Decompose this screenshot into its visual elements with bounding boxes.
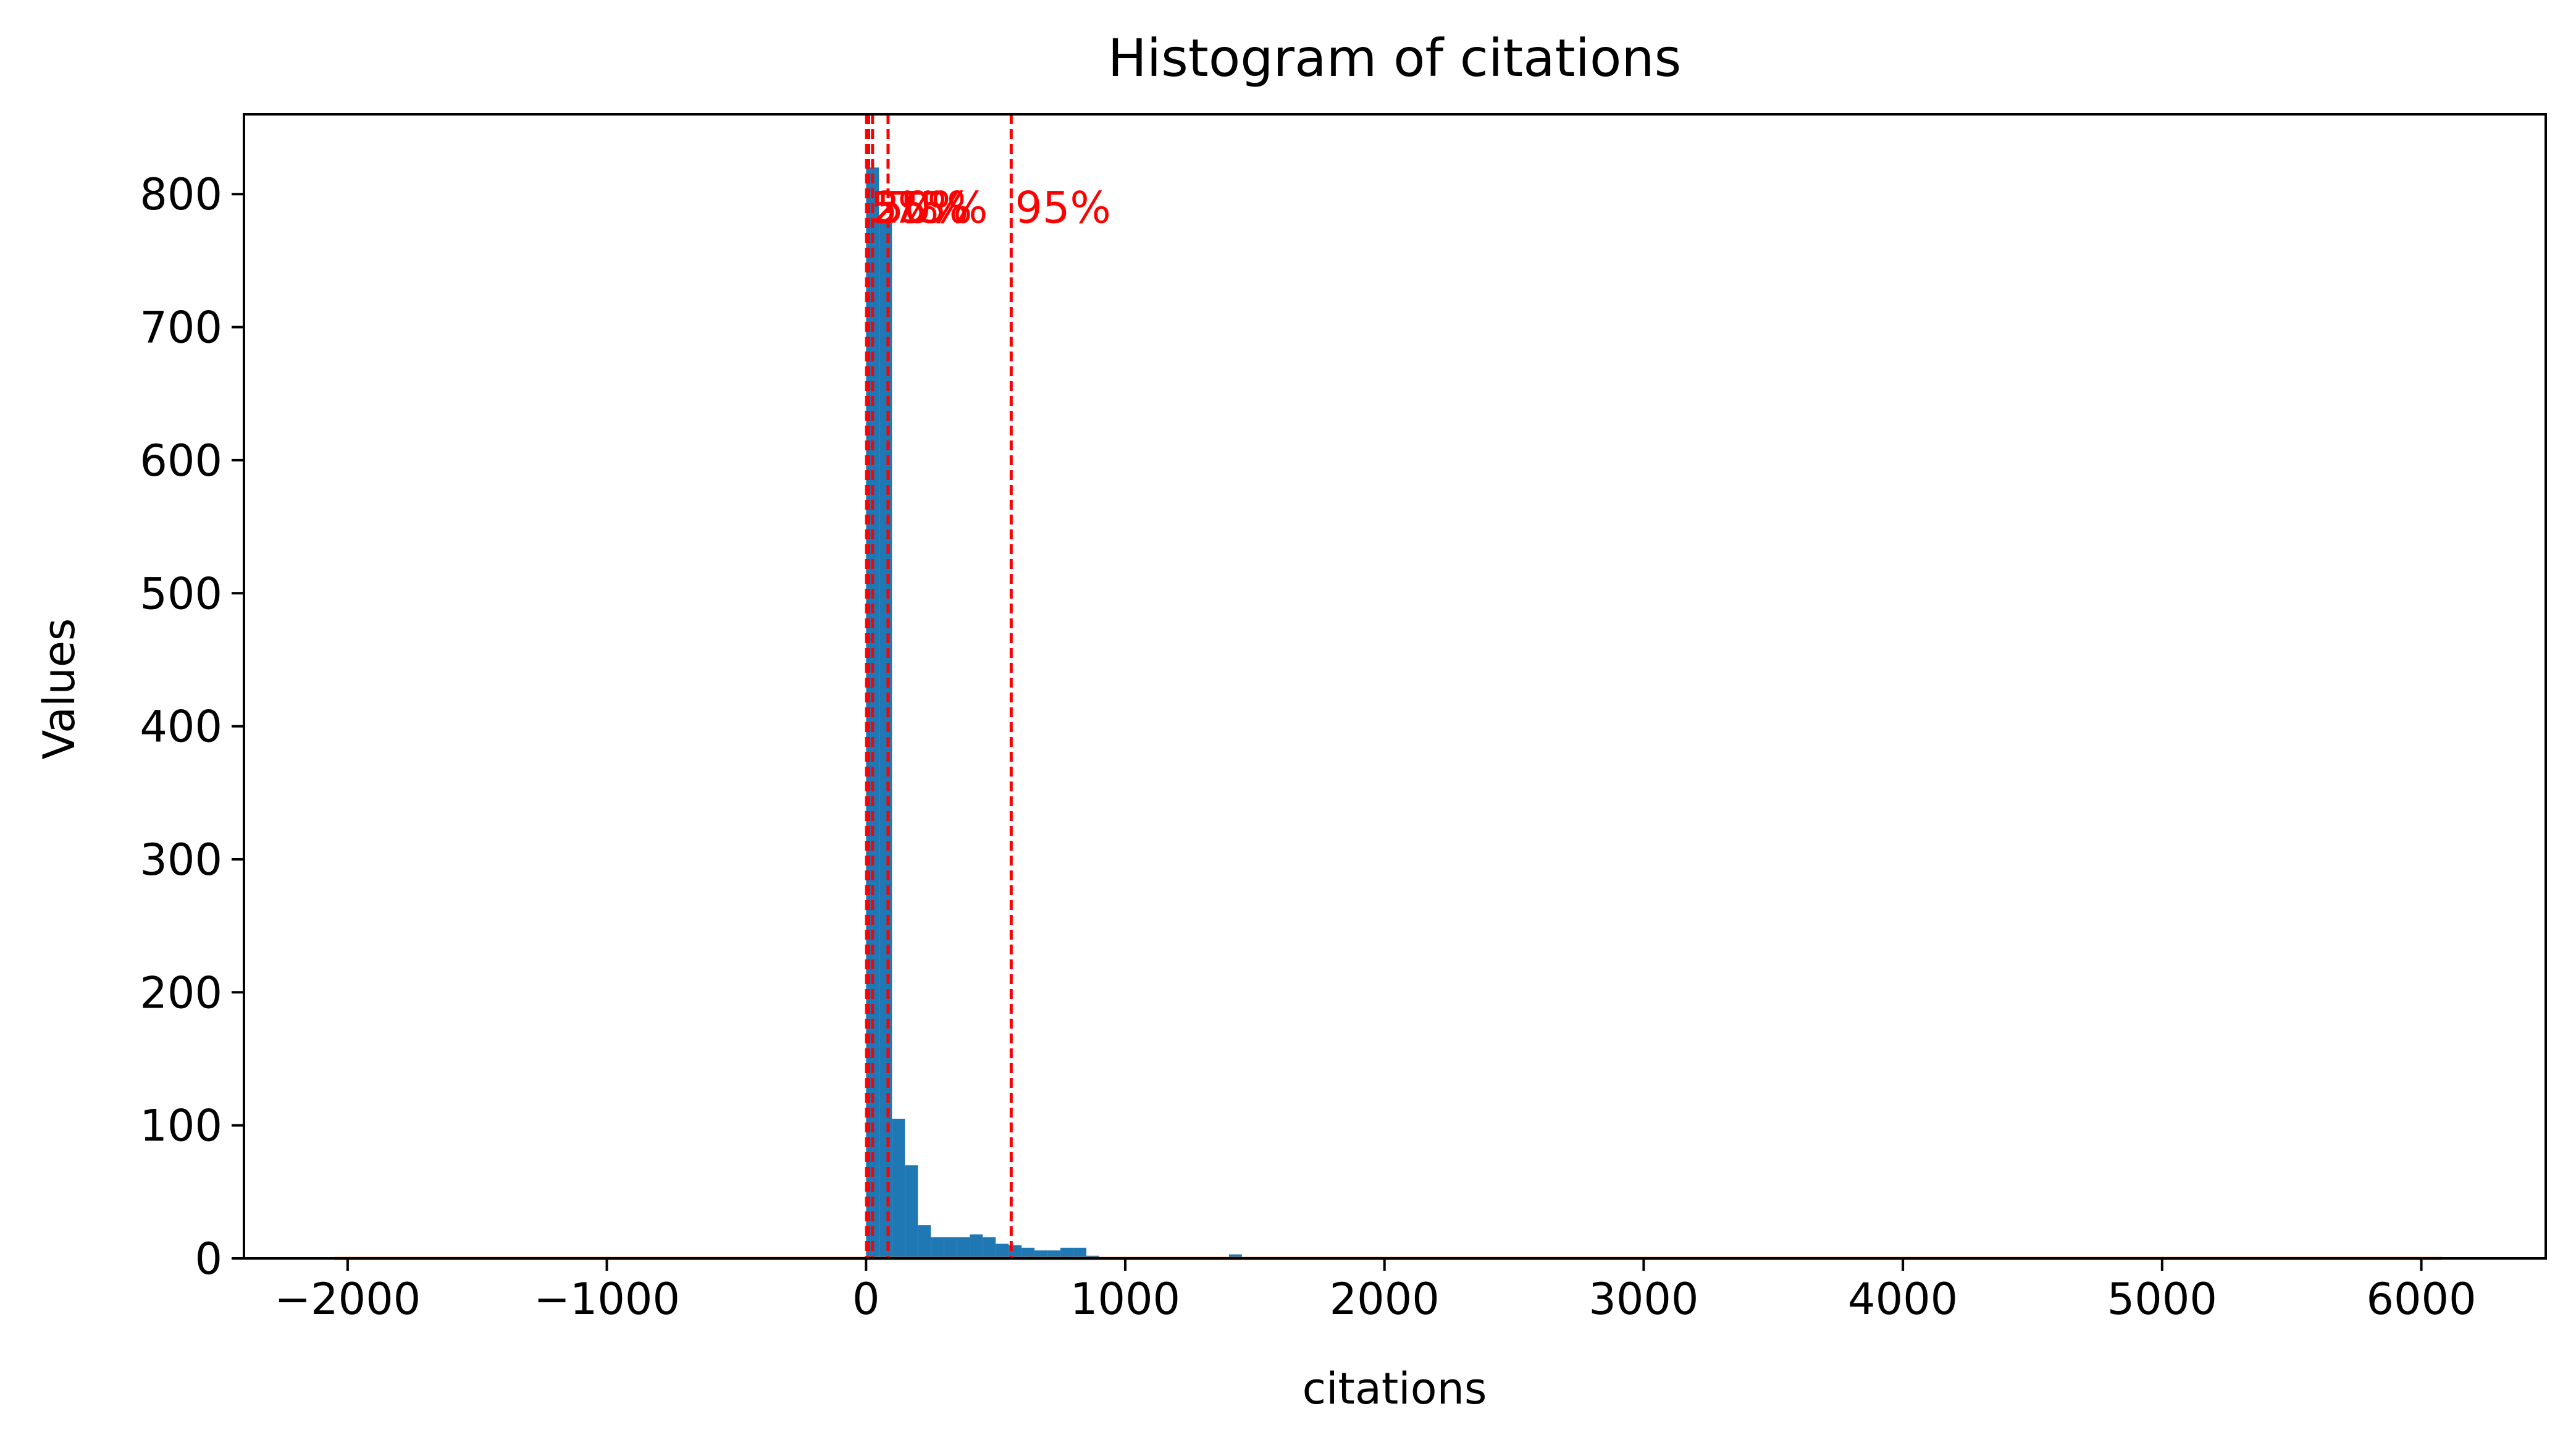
y-tick-label: 400 — [140, 702, 222, 752]
percentile-label: 5% — [870, 183, 939, 234]
x-tick-label: 3000 — [1588, 1274, 1698, 1325]
histogram-bar — [1060, 1247, 1074, 1258]
x-tick-label: 2000 — [1330, 1274, 1440, 1325]
histogram-bar — [1022, 1247, 1035, 1258]
y-tick-label: 200 — [140, 967, 222, 1018]
histogram-bar — [1228, 1254, 1242, 1258]
histogram-bar — [1073, 1247, 1087, 1258]
histogram-bar — [944, 1237, 957, 1258]
histogram-bar — [1034, 1250, 1048, 1258]
histogram-bar — [892, 1118, 905, 1258]
histogram-bar — [957, 1237, 970, 1258]
x-tick-label: 6000 — [2366, 1274, 2476, 1325]
axes-frame — [243, 113, 2547, 1260]
histogram-bar — [905, 1165, 918, 1258]
histogram-bar — [970, 1234, 983, 1258]
histogram-bar — [931, 1237, 944, 1258]
y-axis-label: Values — [34, 618, 85, 760]
histogram-bar — [983, 1237, 996, 1258]
chart-title: Histogram of citations — [1108, 28, 1682, 88]
percentile-label: 50% — [876, 183, 973, 234]
y-tick-label: 600 — [140, 436, 222, 486]
y-tick-label: 500 — [140, 568, 222, 619]
y-tick-label: 800 — [140, 169, 222, 220]
histogram-bar — [996, 1244, 1009, 1258]
percentile-label: 95% — [1015, 183, 1111, 234]
x-tick-label: 1000 — [1070, 1274, 1180, 1325]
plot-area: 5%25%50%75% 95%−2000 −1000 0 1000 2000 3000 400… — [140, 113, 2547, 1325]
y-tick-label: 0 — [195, 1234, 222, 1284]
y-tick-label: 300 — [140, 835, 222, 885]
y-tick-label: 100 — [140, 1101, 222, 1152]
y-tick-label: 700 — [140, 303, 222, 353]
histogram-bar — [918, 1225, 931, 1258]
histogram-bar — [1047, 1250, 1061, 1258]
x-tick-label: 5000 — [2107, 1274, 2217, 1325]
x-tick-label: 4000 — [1848, 1274, 1958, 1325]
x-tick-label: −2000 — [274, 1274, 421, 1325]
x-tick-label: −1000 — [534, 1274, 680, 1325]
x-tick-label: 0 — [852, 1274, 880, 1325]
x-axis-label: citations — [1303, 1363, 1487, 1414]
percentile-label: 75% — [892, 183, 988, 234]
histogram-bar — [879, 221, 892, 1259]
